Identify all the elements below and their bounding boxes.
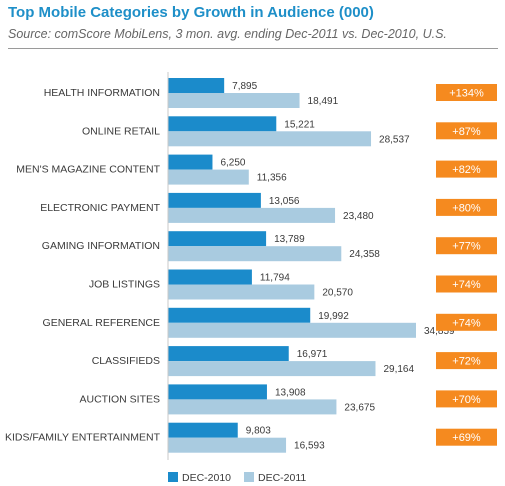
growth-badge-label: +72% bbox=[452, 356, 481, 368]
bar-dec-2010 bbox=[168, 231, 267, 247]
value-label-dec-2010: 13,789 bbox=[274, 234, 305, 245]
bar-dec-2011 bbox=[168, 93, 300, 108]
growth-badge-label: +82% bbox=[452, 164, 481, 176]
bar-dec-2011 bbox=[168, 361, 376, 377]
value-label-dec-2010: 7,895 bbox=[232, 81, 257, 92]
value-label-dec-2010: 13,056 bbox=[269, 196, 300, 207]
bar-dec-2010 bbox=[168, 422, 238, 438]
chart-subtitle: Source: comScore MobiLens, 3 mon. avg. e… bbox=[8, 27, 447, 41]
legend-swatch-dec-2010 bbox=[168, 472, 178, 482]
bar-dec-2011 bbox=[168, 322, 416, 338]
bar-dec-2011 bbox=[168, 284, 315, 300]
growth-badge-label: +74% bbox=[452, 279, 481, 291]
value-label-dec-2011: 18,491 bbox=[308, 96, 339, 107]
legend-label-dec-2010: DEC-2010 bbox=[182, 472, 231, 484]
growth-badge bbox=[436, 160, 497, 178]
growth-badge-label: +77% bbox=[452, 241, 481, 253]
growth-badge-label: +87% bbox=[452, 126, 481, 138]
growth-badge-label: +80% bbox=[452, 202, 481, 214]
category-label: JOB LISTINGS bbox=[89, 279, 160, 291]
chart-title: Top Mobile Categories by Growth in Audie… bbox=[8, 4, 374, 21]
bar-dec-2011 bbox=[168, 437, 287, 453]
growth-badge-label: +69% bbox=[452, 432, 481, 444]
category-label: GENERAL REFERENCE bbox=[43, 317, 160, 329]
growth-badge bbox=[436, 352, 497, 370]
value-label-dec-2010: 9,803 bbox=[246, 426, 271, 437]
bar-dec-2010 bbox=[168, 154, 213, 170]
bar-dec-2010 bbox=[168, 384, 267, 400]
bar-dec-2011 bbox=[168, 131, 372, 147]
bar-dec-2010 bbox=[168, 78, 225, 93]
value-label-dec-2011: 24,358 bbox=[349, 249, 380, 260]
category-label: ELECTRONIC PAYMENT bbox=[40, 202, 160, 214]
growth-badge bbox=[436, 122, 497, 140]
category-label: HEALTH INFORMATION bbox=[44, 87, 160, 99]
value-label-dec-2010: 15,221 bbox=[284, 119, 315, 130]
value-label-dec-2010: 11,794 bbox=[260, 273, 290, 284]
growth-badge-label: +74% bbox=[452, 317, 481, 329]
legend-swatch-dec-2011 bbox=[244, 472, 254, 482]
value-label-dec-2011: 29,164 bbox=[383, 364, 414, 375]
bar-dec-2011 bbox=[168, 207, 336, 223]
bar-dec-2011 bbox=[168, 399, 337, 415]
value-label-dec-2011: 23,675 bbox=[344, 402, 375, 413]
growth-badge-label: +134% bbox=[449, 88, 484, 100]
category-label: GAMING INFORMATION bbox=[42, 240, 160, 252]
bar-dec-2010 bbox=[168, 116, 277, 132]
value-label-dec-2011: 28,537 bbox=[379, 134, 410, 145]
growth-badge-label: +70% bbox=[452, 394, 481, 406]
category-label: ONLINE RETAIL bbox=[82, 125, 160, 137]
category-label: KIDS/FAMILY ENTERTAINMENT bbox=[5, 432, 161, 444]
growth-badge bbox=[436, 237, 497, 255]
category-label: MEN'S MAGAZINE CONTENT bbox=[16, 164, 160, 176]
title-divider bbox=[8, 48, 498, 49]
value-label-dec-2011: 23,480 bbox=[343, 211, 374, 222]
value-label-dec-2010: 13,908 bbox=[275, 387, 306, 398]
bar-dec-2010 bbox=[168, 346, 289, 362]
value-label-dec-2010: 16,971 bbox=[297, 349, 328, 360]
bar-dec-2011 bbox=[168, 246, 342, 262]
growth-badge bbox=[436, 275, 497, 293]
legend-label-dec-2011: DEC-2011 bbox=[258, 472, 306, 484]
value-label-dec-2011: 20,570 bbox=[322, 288, 353, 299]
growth-badge bbox=[436, 390, 497, 408]
value-label-dec-2011: 16,593 bbox=[294, 441, 325, 452]
value-label-dec-2011: 11,356 bbox=[257, 173, 287, 184]
bar-dec-2010 bbox=[168, 192, 261, 208]
bar-dec-2010 bbox=[168, 307, 311, 323]
category-label: AUCTION SITES bbox=[79, 393, 160, 405]
growth-badge bbox=[436, 84, 497, 101]
value-label-dec-2011: 34,859 bbox=[424, 326, 455, 337]
value-label-dec-2010: 6,250 bbox=[220, 158, 245, 169]
growth-badge bbox=[436, 198, 497, 216]
growth-badge bbox=[436, 428, 497, 446]
growth-badge bbox=[436, 313, 497, 331]
bar-dec-2011 bbox=[168, 169, 249, 185]
bar-dec-2010 bbox=[168, 269, 252, 285]
category-label: CLASSIFIEDS bbox=[92, 355, 160, 367]
value-label-dec-2010: 19,992 bbox=[318, 311, 349, 322]
